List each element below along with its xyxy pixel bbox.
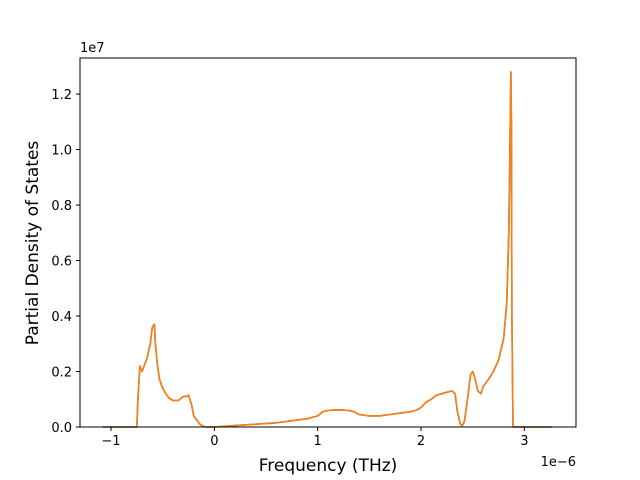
- x-ticks: −1 0 1 2 3: [101, 427, 528, 449]
- y-tick-label: 0.4: [51, 310, 72, 325]
- x-tick-label: 2: [417, 434, 425, 449]
- y-tick-label: 1.0: [51, 144, 72, 159]
- x-tick-label: 1: [314, 434, 322, 449]
- series-layer: [102, 71, 553, 428]
- y-axis-label: Partial Density of States: [23, 141, 43, 346]
- axes-layer: [79, 57, 577, 428]
- x-tick-label: 0: [210, 434, 218, 449]
- x-tick-label: −1: [101, 434, 120, 449]
- x-offset-label: 1e−6: [541, 455, 576, 470]
- y-tick-label: 1.2: [51, 88, 72, 103]
- y-ticks: 0.0 0.2 0.4 0.6 0.8 1.0 1.2: [51, 88, 80, 436]
- y-tick-label: 0.8: [51, 199, 72, 214]
- x-tick-label: 3: [520, 434, 528, 449]
- y-offset-label: 1e7: [80, 41, 105, 56]
- plot-area: [80, 58, 576, 427]
- y-tick-label: 0.6: [51, 255, 72, 270]
- axes-frame: [79, 57, 577, 428]
- y-tick-label: 0.0: [51, 421, 72, 436]
- x-axis-label: Frequency (THz): [259, 456, 398, 476]
- series-line-2: [102, 71, 553, 428]
- y-tick-label: 0.2: [51, 366, 72, 381]
